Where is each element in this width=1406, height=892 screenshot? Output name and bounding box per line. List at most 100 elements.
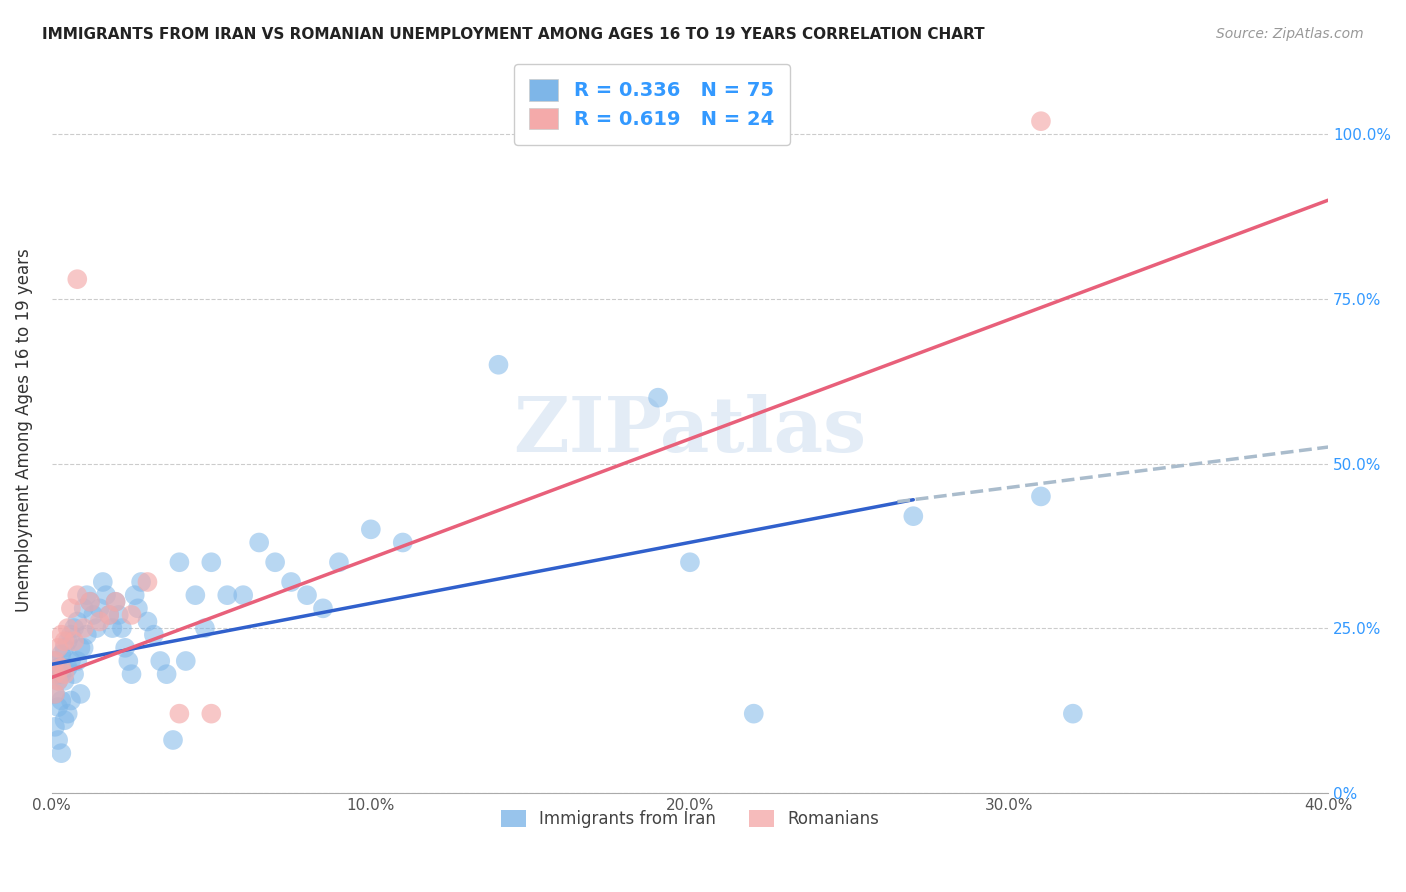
Point	[44, 667, 66, 681]
Point	[46, 640, 69, 655]
Point	[174, 654, 197, 668]
Point	[1062, 706, 1084, 721]
Point	[162, 733, 184, 747]
Point	[69, 687, 91, 701]
Point	[1029, 490, 1052, 504]
Point	[111, 621, 134, 635]
Point	[53, 667, 76, 681]
Point	[44, 654, 66, 668]
Point	[360, 522, 382, 536]
Point	[51, 746, 73, 760]
Point	[46, 660, 69, 674]
Point	[136, 574, 159, 589]
Point	[169, 706, 191, 721]
Point	[98, 607, 121, 622]
Point	[82, 607, 104, 622]
Point	[51, 628, 73, 642]
Point	[53, 640, 76, 655]
Point	[51, 660, 73, 674]
Point	[121, 607, 143, 622]
Legend: Immigrants from Iran, Romanians: Immigrants from Iran, Romanians	[494, 804, 886, 835]
Text: ZIPatlas: ZIPatlas	[513, 393, 866, 467]
Point	[129, 574, 152, 589]
Point	[328, 555, 350, 569]
Point	[184, 588, 207, 602]
Point	[107, 607, 129, 622]
Point	[127, 601, 149, 615]
Point	[76, 588, 98, 602]
Point	[69, 640, 91, 655]
Point	[59, 601, 82, 615]
Point	[46, 700, 69, 714]
Point	[79, 595, 101, 609]
Point	[391, 535, 413, 549]
Point	[44, 667, 66, 681]
Point	[66, 654, 89, 668]
Point	[117, 654, 139, 668]
Point	[91, 574, 114, 589]
Point	[94, 588, 117, 602]
Point	[44, 654, 66, 668]
Point	[903, 509, 925, 524]
Point	[86, 621, 108, 635]
Point	[46, 673, 69, 688]
Point	[66, 272, 89, 286]
Point	[169, 555, 191, 569]
Point	[217, 588, 239, 602]
Point	[66, 588, 89, 602]
Point	[247, 535, 270, 549]
Point	[98, 607, 121, 622]
Point	[66, 615, 89, 629]
Point	[76, 628, 98, 642]
Point	[114, 640, 136, 655]
Point	[53, 713, 76, 727]
Point	[73, 640, 96, 655]
Point	[295, 588, 318, 602]
Text: IMMIGRANTS FROM IRAN VS ROMANIAN UNEMPLOYMENT AMONG AGES 16 TO 19 YEARS CORRELAT: IMMIGRANTS FROM IRAN VS ROMANIAN UNEMPLO…	[42, 27, 984, 42]
Point	[1029, 114, 1052, 128]
Point	[79, 595, 101, 609]
Point	[200, 706, 222, 721]
Point	[56, 706, 79, 721]
Point	[59, 654, 82, 668]
Point	[264, 555, 287, 569]
Point	[56, 621, 79, 635]
Point	[56, 660, 79, 674]
Point	[51, 648, 73, 662]
Point	[232, 588, 254, 602]
Point	[59, 693, 82, 707]
Point	[312, 601, 335, 615]
Point	[194, 621, 217, 635]
Point	[149, 654, 172, 668]
Point	[136, 615, 159, 629]
Point	[142, 628, 165, 642]
Point	[44, 720, 66, 734]
Point	[73, 621, 96, 635]
Point	[53, 634, 76, 648]
Text: Source: ZipAtlas.com: Source: ZipAtlas.com	[1216, 27, 1364, 41]
Point	[73, 601, 96, 615]
Point	[46, 673, 69, 688]
Point	[53, 673, 76, 688]
Y-axis label: Unemployment Among Ages 16 to 19 years: Unemployment Among Ages 16 to 19 years	[15, 249, 32, 613]
Point	[59, 628, 82, 642]
Point	[51, 667, 73, 681]
Point	[63, 634, 86, 648]
Point	[647, 391, 669, 405]
Point	[742, 706, 765, 721]
Point	[104, 595, 127, 609]
Point	[280, 574, 302, 589]
Point	[44, 687, 66, 701]
Point	[121, 667, 143, 681]
Point	[63, 621, 86, 635]
Point	[89, 601, 111, 615]
Point	[89, 615, 111, 629]
Point	[101, 621, 124, 635]
Point	[679, 555, 702, 569]
Point	[51, 693, 73, 707]
Point	[56, 634, 79, 648]
Point	[488, 358, 510, 372]
Point	[63, 667, 86, 681]
Point	[104, 595, 127, 609]
Point	[156, 667, 179, 681]
